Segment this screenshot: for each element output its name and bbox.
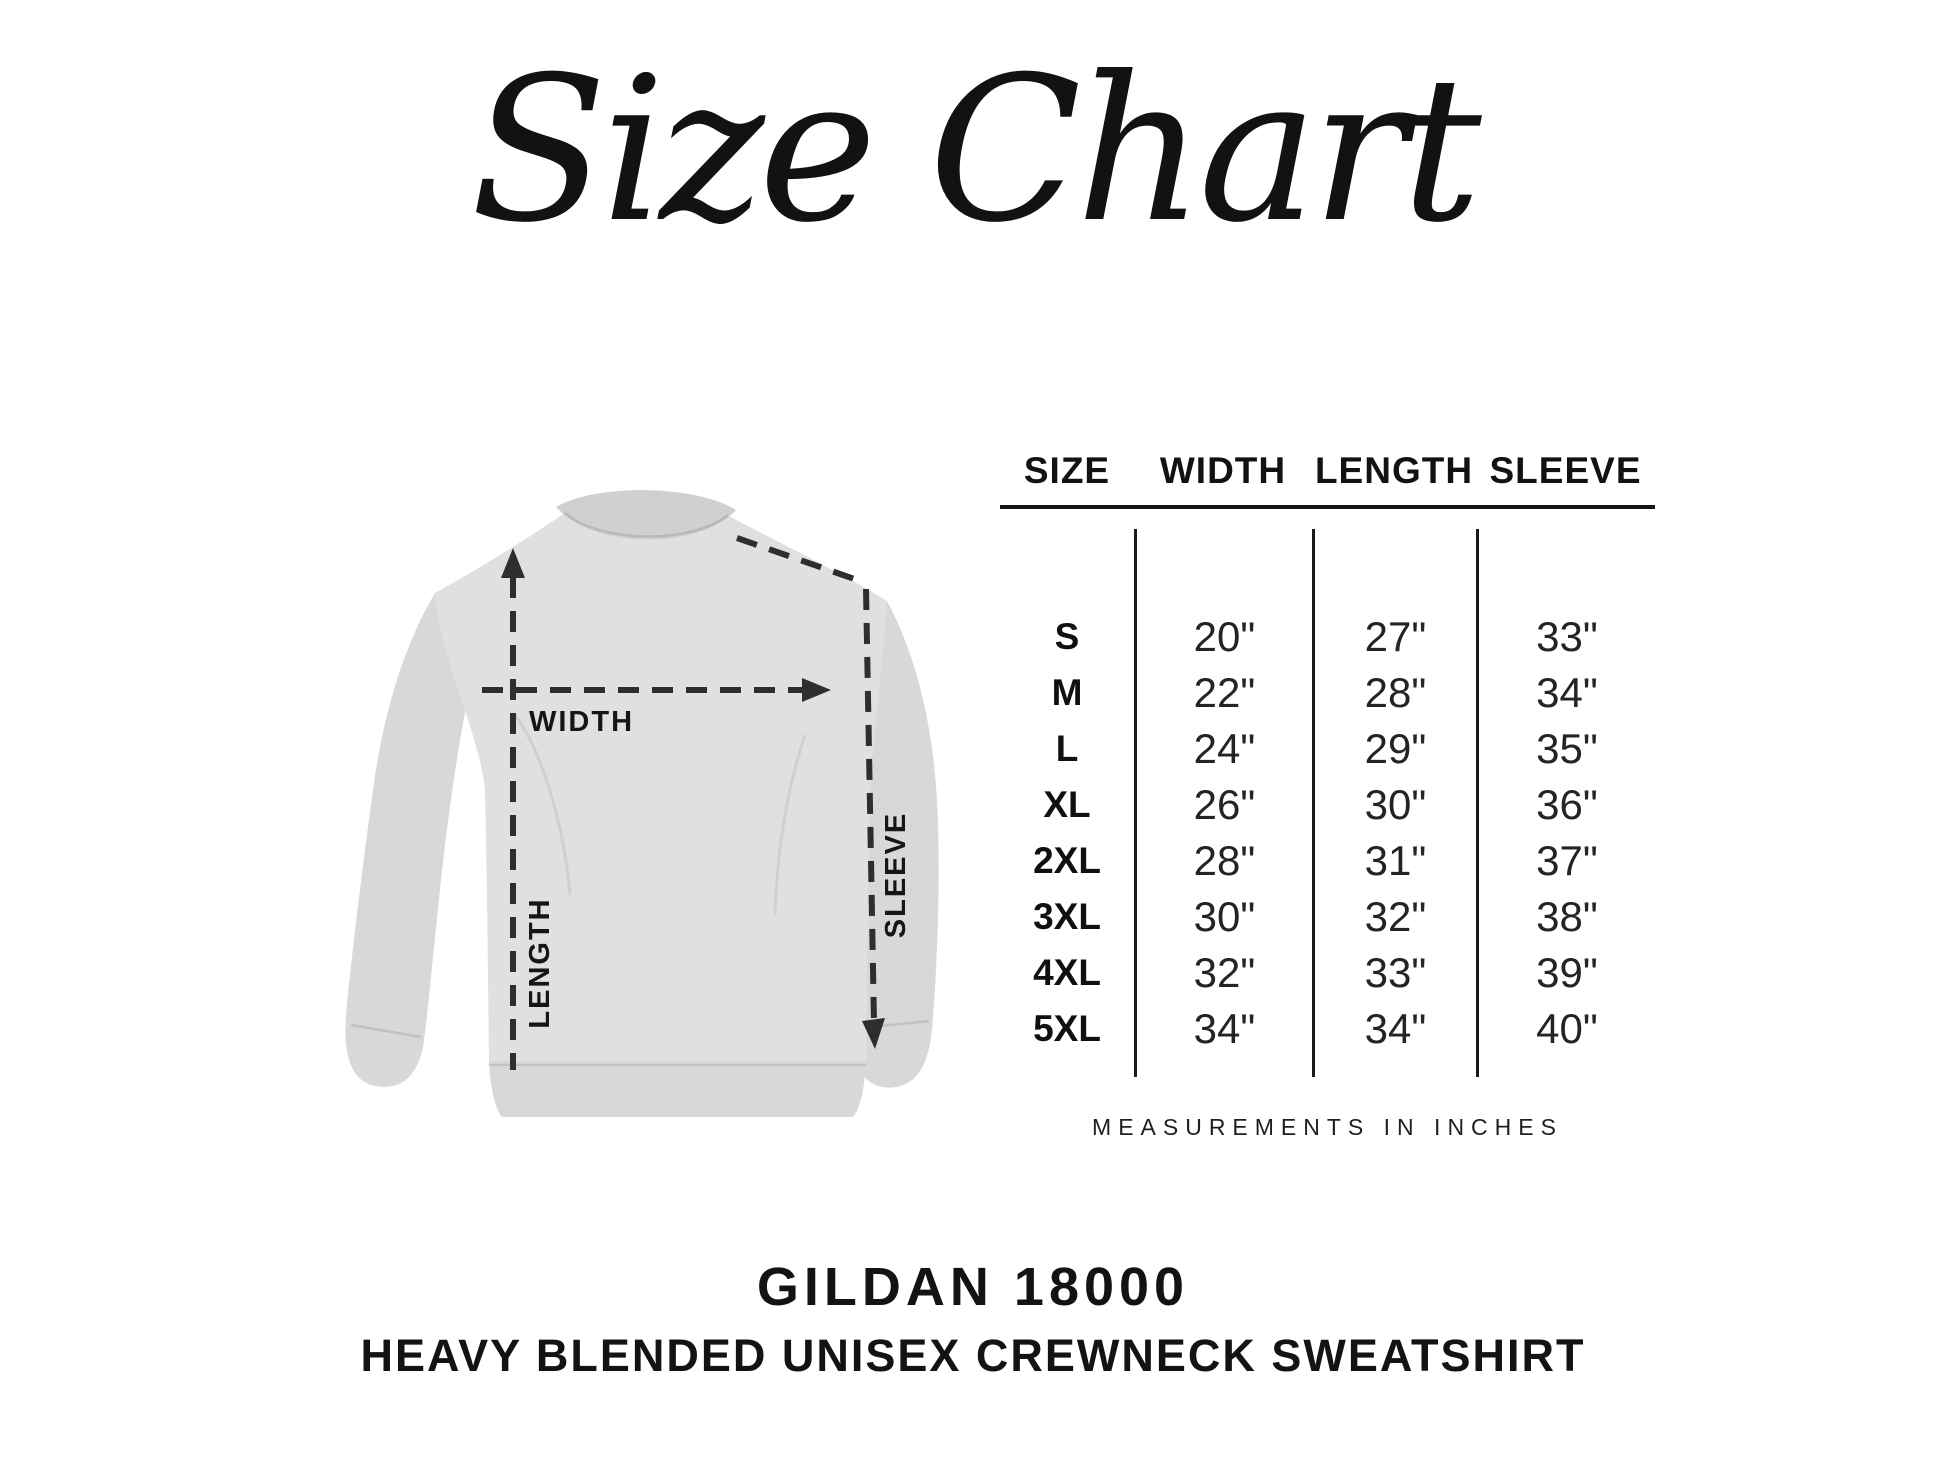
fold-line-left [513,714,572,896]
table-cell: 30" [1193,893,1256,940]
table-cell: 20" [1193,613,1256,660]
header-sleeve: SLEEVE [1489,450,1642,491]
width-arrowhead [802,678,831,702]
measurements-footnote: MEASUREMENTS IN INCHES [1092,1114,1563,1140]
length-arrowhead [501,548,525,578]
header-length: LENGTH [1314,450,1474,491]
table-cell: 2XL [1033,840,1101,881]
product-description-text: HEAVY BLENDED UNISEX CREWNECK SWEATSHIRT [360,1330,1586,1381]
table-cell: 38" [1536,893,1598,940]
column-sleeve: 33" 34" 35" 36" 37" 38" 39" 40" [1476,529,1655,1077]
length-dimension-label: LENGTH [524,897,556,1028]
size-table-body: S M L XL 2XL 3XL 4XL 5XL 20" 22" 24" 26"… [1000,529,1655,1077]
table-cell: 34" [1364,1005,1427,1052]
table-cell: 39" [1536,949,1598,996]
size-table-header-row: SIZE WIDTH LENGTH SLEEVE [1000,450,1655,492]
table-cell: S [1054,616,1080,657]
collar-seam [564,512,729,538]
header-width: WIDTH [1159,450,1287,491]
header-size: SIZE [1023,450,1111,491]
header-divider-line [1000,505,1655,509]
size-table: SIZE WIDTH LENGTH SLEEVE S M L XL 2XL 3X… [1000,450,1655,1077]
left-sleeve [345,593,493,1087]
table-cell: 33" [1536,613,1598,660]
table-cell: 29" [1364,725,1427,772]
width-dimension-label: WIDTH [529,706,634,738]
table-cell: 35" [1536,725,1598,772]
page-title: Size Chart [470,34,1481,267]
collar [556,490,736,540]
table-cell: 32" [1193,949,1256,996]
shirt-body [435,512,887,1061]
table-cell: XL [1043,784,1091,825]
table-cell: 27" [1364,613,1427,660]
table-cell: 28" [1193,837,1256,884]
table-cell: 36" [1536,781,1598,828]
sleeve-arrowhead [862,1018,885,1049]
table-cell: 33" [1364,949,1427,996]
fold-line-right [773,734,807,916]
table-cell: 31" [1364,837,1427,884]
column-size: S M L XL 2XL 3XL 4XL 5XL [1000,529,1134,1077]
table-cell: 32" [1364,893,1427,940]
table-cell: 4XL [1033,952,1101,993]
table-cell: L [1055,728,1079,769]
sweatshirt-graphic: WIDTH LENGTH SLEEVE [345,490,939,1117]
table-cell: 26" [1193,781,1256,828]
sweatshirt-illustration: WIDTH LENGTH SLEEVE [285,415,945,1125]
table-cell: 22" [1193,669,1256,716]
table-cell: 5XL [1033,1008,1101,1049]
table-cell: 3XL [1033,896,1101,937]
table-cell: 34" [1193,1005,1256,1052]
column-width: 20" 22" 24" 26" 28" 30" 32" 34" [1134,529,1312,1077]
table-cell: 30" [1364,781,1427,828]
waistband [489,1061,866,1117]
sleeve-dimension-label: SLEEVE [880,812,912,938]
product-model-text: GILDAN 18000 [756,1257,1190,1317]
table-cell: M [1051,672,1083,713]
table-cell: 40" [1536,1005,1598,1052]
shoulder-diagonal-line [736,535,864,585]
column-length: 27" 28" 29" 30" 31" 32" 33" 34" [1312,529,1476,1077]
sleeve-arrow-line [863,588,877,1024]
table-cell: 28" [1364,669,1427,716]
table-cell: 37" [1536,837,1598,884]
left-cuff-seam [350,1023,422,1039]
table-cell: 24" [1193,725,1256,772]
table-cell: 34" [1536,669,1598,716]
